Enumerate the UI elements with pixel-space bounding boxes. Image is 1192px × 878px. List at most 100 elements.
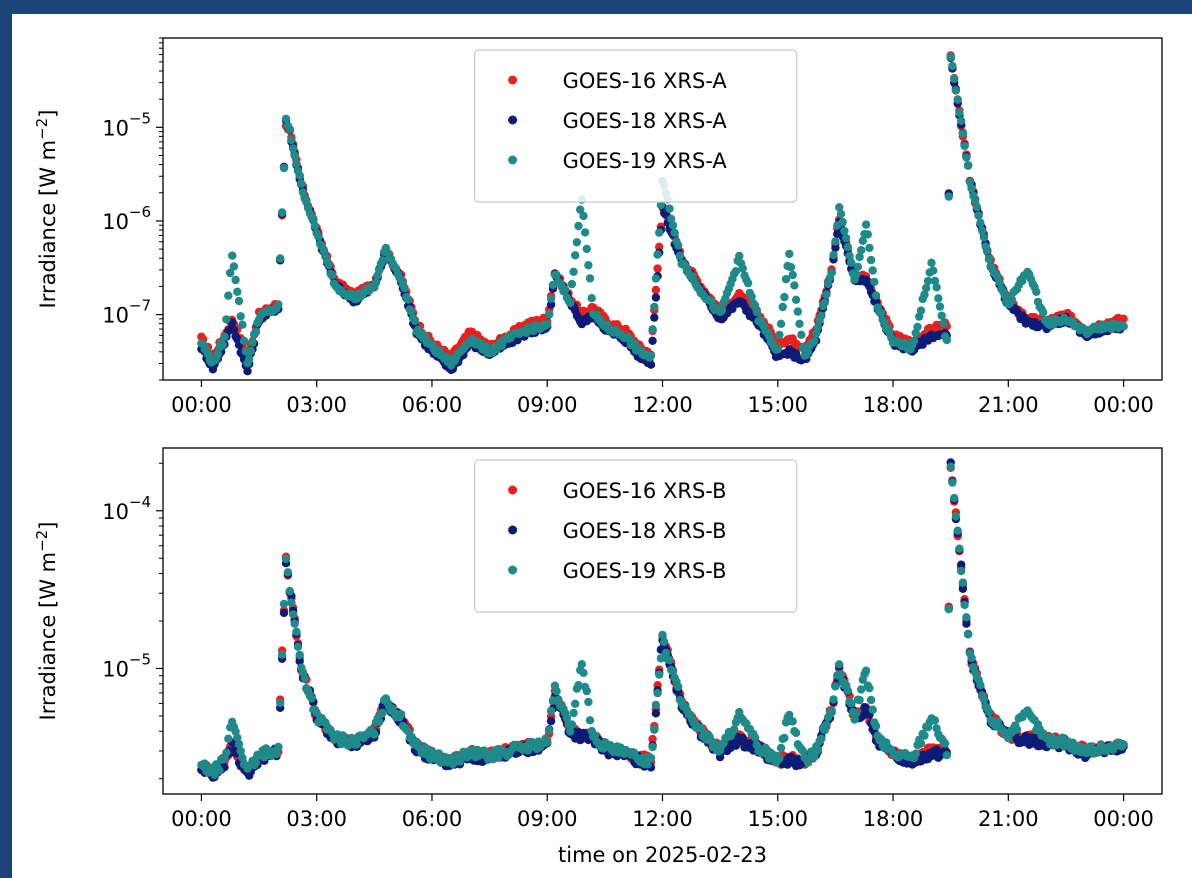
data-point bbox=[574, 221, 583, 231]
data-point bbox=[233, 287, 242, 296]
data-point bbox=[955, 544, 964, 553]
data-point bbox=[962, 619, 971, 628]
legend-label: GOES-19 XRS-A bbox=[563, 149, 728, 173]
data-point bbox=[946, 462, 955, 471]
data-point bbox=[1039, 308, 1048, 317]
data-point bbox=[738, 264, 747, 273]
data-point bbox=[420, 743, 430, 752]
y-tick-exponent: −4 bbox=[129, 493, 151, 511]
data-point bbox=[222, 748, 231, 757]
data-point bbox=[655, 242, 664, 251]
data-point bbox=[960, 141, 969, 151]
data-point bbox=[224, 734, 233, 743]
data-point bbox=[911, 749, 920, 758]
data-point bbox=[651, 274, 661, 283]
data-point bbox=[791, 728, 801, 738]
data-point bbox=[577, 660, 586, 669]
data-points-group bbox=[197, 51, 1128, 376]
data-point bbox=[951, 512, 961, 521]
data-point bbox=[776, 319, 786, 328]
x-tick-label: 00:00 bbox=[171, 393, 232, 417]
x-tick-label: 12:00 bbox=[632, 393, 693, 417]
legend-marker bbox=[508, 565, 518, 575]
data-point bbox=[215, 766, 224, 775]
data-point bbox=[667, 214, 676, 224]
data-point bbox=[965, 177, 975, 186]
data-point bbox=[852, 270, 861, 279]
legend-marker bbox=[508, 115, 518, 125]
legend-box bbox=[474, 49, 798, 203]
data-point bbox=[780, 292, 789, 302]
data-point bbox=[279, 608, 289, 618]
data-point bbox=[913, 322, 922, 332]
data-point bbox=[761, 743, 770, 752]
data-point bbox=[287, 135, 296, 145]
data-point bbox=[651, 709, 661, 718]
data-point bbox=[731, 267, 741, 276]
data-point bbox=[950, 493, 959, 503]
data-point bbox=[279, 163, 289, 173]
x-tick-label: 15:00 bbox=[748, 807, 809, 831]
data-point bbox=[651, 285, 661, 295]
data-point bbox=[567, 279, 577, 289]
data-point bbox=[674, 682, 683, 691]
data-point bbox=[410, 316, 420, 326]
data-point bbox=[324, 260, 334, 270]
data-point bbox=[245, 354, 254, 364]
data-point bbox=[222, 315, 231, 324]
x-tick-label: 21:00 bbox=[978, 393, 1039, 417]
data-point bbox=[976, 218, 985, 228]
data-point bbox=[974, 211, 983, 220]
series-3-points bbox=[197, 462, 1128, 780]
data-point bbox=[979, 233, 989, 242]
data-point bbox=[229, 262, 239, 271]
data-point bbox=[865, 684, 874, 693]
data-point bbox=[932, 283, 941, 292]
data-point bbox=[375, 265, 384, 275]
data-point bbox=[780, 733, 789, 743]
data-point bbox=[281, 554, 291, 564]
legend: GOES-16 XRS-A GOES-18 XRS-A GOES-19 XRS-A bbox=[474, 49, 798, 203]
data-point bbox=[817, 734, 826, 743]
data-point bbox=[576, 205, 585, 214]
data-point bbox=[370, 730, 379, 739]
data-point bbox=[960, 600, 969, 610]
data-point bbox=[251, 327, 260, 336]
data-point bbox=[951, 86, 961, 95]
data-point bbox=[643, 760, 652, 769]
data-point bbox=[630, 339, 639, 348]
data-point bbox=[797, 330, 806, 339]
data-point bbox=[650, 313, 659, 322]
legend-label: GOES-19 XRS-B bbox=[563, 559, 727, 583]
data-point bbox=[655, 228, 664, 237]
legend-label: GOES-18 XRS-B bbox=[563, 519, 727, 543]
x-tick-label: 15:00 bbox=[748, 393, 809, 417]
data-point bbox=[866, 695, 876, 705]
x-axis-label: time on 2025-02-23 bbox=[558, 843, 767, 867]
data-point bbox=[995, 278, 1004, 287]
data-point bbox=[916, 739, 926, 748]
data-point bbox=[858, 236, 867, 245]
data-point bbox=[948, 478, 957, 487]
legend-label: GOES-18 XRS-A bbox=[563, 109, 728, 133]
data-point bbox=[788, 270, 797, 280]
x-tick-label: 00:00 bbox=[171, 807, 232, 831]
data-point bbox=[239, 336, 249, 345]
data-point bbox=[950, 74, 959, 84]
data-point bbox=[274, 300, 283, 309]
data-point bbox=[963, 630, 973, 639]
data-point bbox=[781, 275, 791, 284]
data-point bbox=[238, 753, 247, 762]
data-point bbox=[831, 682, 840, 691]
data-point bbox=[871, 721, 881, 731]
data-point bbox=[882, 738, 891, 747]
data-point bbox=[984, 254, 994, 264]
data-point bbox=[929, 266, 938, 275]
data-point bbox=[283, 568, 293, 577]
data-point bbox=[835, 660, 844, 669]
data-point bbox=[1032, 287, 1041, 296]
data-point bbox=[953, 95, 962, 104]
legend-label: GOES-16 XRS-B bbox=[563, 479, 727, 503]
data-point bbox=[653, 264, 662, 273]
data-point bbox=[590, 731, 600, 740]
